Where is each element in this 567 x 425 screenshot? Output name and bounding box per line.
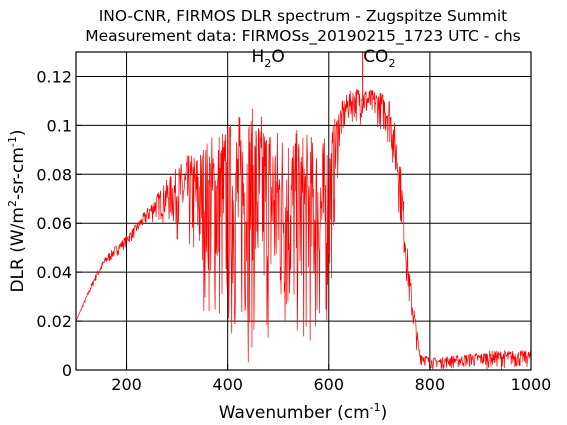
y-tick-label: 0.02 bbox=[36, 312, 72, 331]
x-tick-label: 800 bbox=[415, 375, 446, 394]
y-axis-label: DLR (W/m2-sr-cm-1) bbox=[6, 129, 28, 292]
x-tick-label: 1000 bbox=[511, 375, 552, 394]
y-tick-label: 0.12 bbox=[36, 67, 72, 86]
x-axis-label: Wavenumber (cm-1) bbox=[219, 401, 388, 423]
y-tick-label: 0.1 bbox=[47, 116, 72, 135]
x-tick-label: 200 bbox=[111, 375, 142, 394]
y-tick-label: 0.04 bbox=[36, 263, 72, 282]
spectrum-trace bbox=[75, 52, 532, 370]
y-tick-label: 0.08 bbox=[36, 165, 72, 184]
h2o-band-label: H2O bbox=[252, 47, 285, 70]
spectrum-line bbox=[75, 89, 532, 370]
axis-ticks: 200 400 600 800 1000 0 0.02 0.04 0.06 0.08 0.1 0.12 bbox=[36, 67, 551, 394]
x-tick-label: 600 bbox=[314, 375, 345, 394]
y-tick-label: 0 bbox=[62, 361, 72, 380]
plot-frame bbox=[75, 51, 532, 371]
chart-subtitle: Measurement data: FIRMOSs_20190215_1723 … bbox=[85, 27, 521, 46]
chart-title: INO-CNR, FIRMOS DLR spectrum - Zugspitze… bbox=[99, 7, 508, 25]
x-tick-label: 400 bbox=[212, 375, 243, 394]
co2-band-label: CO2 bbox=[363, 47, 395, 70]
y-tick-label: 0.06 bbox=[36, 214, 72, 233]
